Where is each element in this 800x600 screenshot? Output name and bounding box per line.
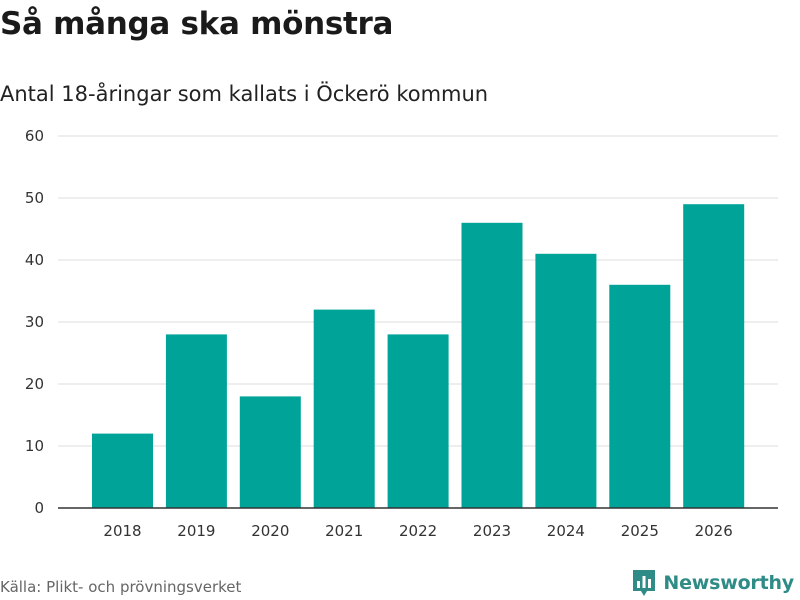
y-tick-label: 60 (25, 127, 44, 145)
bar-2023 (461, 222, 523, 509)
x-tick-label: 2023 (473, 522, 511, 540)
chart-title: Så många ska mönstra (0, 6, 394, 42)
axes: 0 10 20 30 40 50 60 2018 2019 2020 2021 2022 2023 202… (25, 127, 778, 540)
x-tick-label: 2021 (325, 522, 363, 540)
y-tick-label: 40 (25, 251, 44, 269)
brand-name: Newsworthy (663, 572, 794, 594)
bar-2025 (609, 284, 671, 508)
x-tick-label: 2024 (547, 522, 585, 540)
x-tick-label: 2018 (103, 522, 141, 540)
x-tick-label: 2019 (177, 522, 215, 540)
brand-logo: Newsworthy (631, 568, 794, 598)
source-note: Källa: Plikt- och prövningsverket (0, 578, 242, 596)
bar-2018 (92, 433, 153, 508)
bar-2019 (165, 334, 227, 508)
y-tick-label: 20 (25, 375, 44, 393)
chart-subtitle: Antal 18-åringar som kallats i Öckerö ko… (0, 82, 489, 106)
x-tick-label: 2022 (399, 522, 437, 540)
bar-2021 (313, 309, 375, 508)
bar-chart: 0 10 20 30 40 50 60 2018 2019 2020 2021 2022 2023 202… (25, 127, 778, 540)
y-tick-label: 50 (25, 189, 44, 207)
bar-2026 (683, 204, 745, 508)
bar-2020 (239, 396, 301, 508)
x-tick-label: 2020 (251, 522, 289, 540)
x-tick-label: 2026 (695, 522, 733, 540)
y-tick-label: 0 (34, 499, 44, 517)
bar-2022 (387, 334, 449, 508)
x-tick-label: 2025 (621, 522, 659, 540)
bar-2024 (535, 253, 597, 508)
bars (92, 204, 745, 509)
y-tick-label: 30 (25, 313, 44, 331)
newsworthy-logo-icon (633, 570, 656, 596)
y-tick-label: 10 (25, 437, 44, 455)
